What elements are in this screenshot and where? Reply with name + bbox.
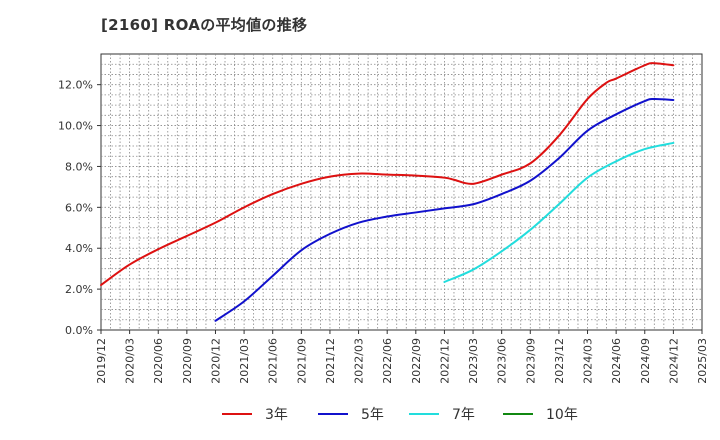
y-tick-label: 12.0% (58, 79, 93, 92)
x-tick-label: 2020/12 (209, 338, 222, 384)
x-tick-label: 2023/06 (496, 338, 509, 384)
x-tick-label: 2022/06 (381, 338, 394, 384)
plot-frame (100, 53, 703, 331)
x-tick-label: 2021/12 (324, 338, 337, 384)
x-tick-label: 2022/03 (353, 338, 366, 384)
x-tick-label: 2021/06 (267, 338, 280, 384)
x-tick-label: 2024/03 (582, 338, 595, 384)
x-tick-label: 2019/12 (95, 338, 108, 384)
y-tick-label: 8.0% (65, 160, 93, 173)
x-tick-label: 2020/06 (152, 338, 165, 384)
y-tick-label: 2.0% (65, 283, 93, 296)
x-tick-label: 2021/03 (238, 338, 251, 384)
legend-label-2: 5年 (361, 407, 384, 423)
x-tick-label: 2024/06 (610, 338, 623, 384)
y-tick-label: 4.0% (65, 242, 93, 255)
y-tick-label: 10.0% (58, 120, 93, 133)
y-tick-label: 6.0% (65, 201, 93, 214)
grid-lines (100, 53, 703, 331)
series-line-3 (443, 141, 675, 283)
x-tick-label: 2023/09 (524, 338, 537, 384)
legend-label-3: 7年 (452, 407, 475, 423)
x-tick-label: 2023/03 (467, 338, 480, 384)
legend: 3年 5年 7年 10年 (222, 407, 578, 423)
x-tick-label: 2023/12 (553, 338, 566, 384)
x-tick-label: 2020/09 (181, 338, 194, 384)
x-tick-label: 2025/03 (696, 338, 709, 384)
x-tick-label: 2021/09 (295, 338, 308, 384)
chart-title: [2160] ROAの平均値の推移 (101, 16, 308, 34)
x-tick-label: 2024/09 (639, 338, 652, 384)
legend-label-1: 3年 (265, 407, 288, 423)
series-lines (100, 62, 675, 322)
y-tick-label: 0.0% (65, 324, 93, 337)
series-line-1 (100, 62, 675, 287)
x-tick-label: 2020/03 (124, 338, 137, 384)
legend-label-4: 10年 (546, 407, 578, 423)
series-line-2 (214, 97, 675, 322)
axes: 0.0% 2.0% 4.0% 6.0% 8.0% 10.0% 12.0% 2019/12 202… (58, 79, 709, 384)
x-tick-label: 2024/12 (667, 338, 680, 384)
x-tick-label: 2022/09 (410, 338, 423, 384)
x-tick-label: 2022/12 (438, 338, 451, 384)
